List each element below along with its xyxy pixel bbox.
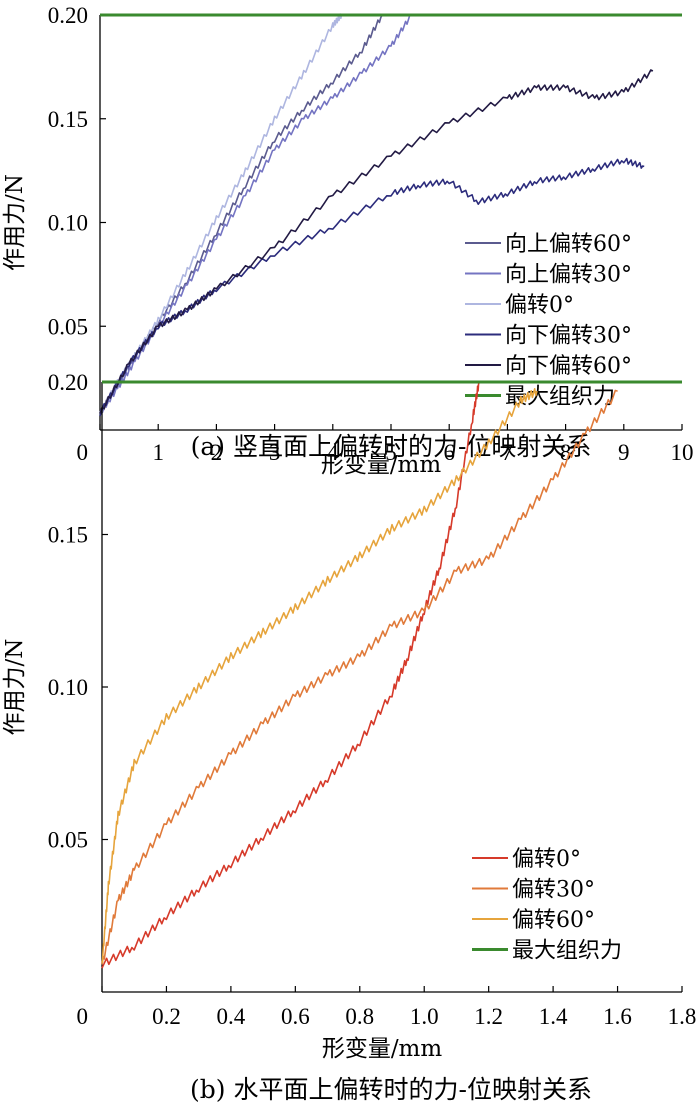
chart-a-x-tick-label: 3 (269, 440, 281, 465)
chart-b: (b) 水平面上偏转时的力-位映射关系 0.2 0.4 0.6 0.8 1.0 1.2 1.… (2, 370, 696, 1104)
chart-a-x-tick-label: 10 (671, 440, 694, 465)
chart-a-caption: (a) 竖直面上偏转时的力-位映射关系 (191, 432, 592, 461)
chart-b-caption: (b) 水平面上偏转时的力-位映射关系 (190, 1075, 592, 1104)
chart-b-y-tick-label: 0.15 (48, 523, 88, 548)
chart-a-legend-label: 向下偏转60° (505, 354, 632, 379)
chart-a-x-tick-label: 6 (443, 440, 455, 465)
chart-b-y-tick-label: 0.20 (48, 370, 88, 395)
chart-b-series-line-0 (101, 381, 480, 969)
chart-b-x-tick-label: 0.4 (217, 1004, 246, 1029)
chart-b-x-tick-label: 1.4 (539, 1004, 568, 1029)
chart-a-y-tick-label: 0.15 (48, 107, 88, 132)
chart-b-x-tick-label: 0.8 (345, 1004, 374, 1029)
chart-b-x-tick-label: 1.2 (474, 1004, 503, 1029)
chart-a-legend-label: 向上偏转60° (505, 232, 632, 257)
chart-a-origin-label: 0 (77, 440, 89, 465)
chart-b-origin-label: 0 (77, 1004, 89, 1029)
chart-b-legend-label: 偏转60° (512, 908, 595, 933)
chart-a-x-tick-label: 9 (618, 440, 630, 465)
chart-a-x-tick-label: 1 (152, 440, 164, 465)
chart-a-y-axis-label: 作用力/N (2, 174, 28, 271)
chart-a-y-tick-label: 0.20 (48, 3, 88, 28)
chart-b-y-tick-label: 0.05 (48, 828, 88, 853)
chart-b-series-line-1 (101, 389, 618, 965)
chart-a-x-axis-label: 形变量/mm (321, 452, 442, 478)
chart-b-legend-label: 最大组织力 (512, 939, 622, 964)
chart-a-series-line-3 (99, 157, 645, 417)
chart-a-x-tick-label: 4 (327, 440, 339, 465)
chart-a-x-tick-label: 2 (211, 440, 223, 465)
chart-b-series-line-2 (101, 388, 538, 964)
chart-a: (a) 竖直面上偏转时的力-位映射关系 1 2 3 4 5 6 7 8 9 10 0 0.05 0.10… (2, 3, 694, 478)
chart-b-x-tick-label: 1.0 (410, 1004, 439, 1029)
chart-a-legend-label: 向上偏转30° (505, 263, 632, 288)
chart-b-y-tick-label: 0.10 (48, 675, 88, 700)
chart-b-x-tick-label: 0.2 (152, 1004, 181, 1029)
chart-a-series-line-1 (99, 13, 412, 414)
chart-b-x-tick-label: 1.6 (603, 1004, 632, 1029)
chart-a-legend-label: 向下偏转30° (505, 324, 632, 349)
chart-b-x-tick-label: 0.6 (281, 1004, 310, 1029)
chart-a-y-tick-label: 0.05 (48, 314, 88, 339)
chart-b-y-axis-label: 作用力/N (2, 639, 28, 736)
chart-b-x-tick-label: 1.8 (668, 1004, 697, 1029)
chart-a-x-tick-label: 7 (502, 440, 514, 465)
chart-a-y-tick-label: 0.10 (48, 211, 88, 236)
chart-a-series-line-4 (99, 69, 654, 414)
chart-b-legend-label: 偏转0° (512, 847, 581, 872)
chart-a-series-line-0 (99, 14, 383, 417)
chart-a-legend-label: 偏转0° (505, 293, 574, 318)
chart-a-x-tick-label: 8 (560, 440, 572, 465)
chart-b-legend-label: 偏转30° (512, 878, 595, 903)
chart-b-x-axis-label: 形变量/mm (322, 1036, 443, 1062)
chart-a-x-tick-label: 5 (385, 440, 397, 465)
